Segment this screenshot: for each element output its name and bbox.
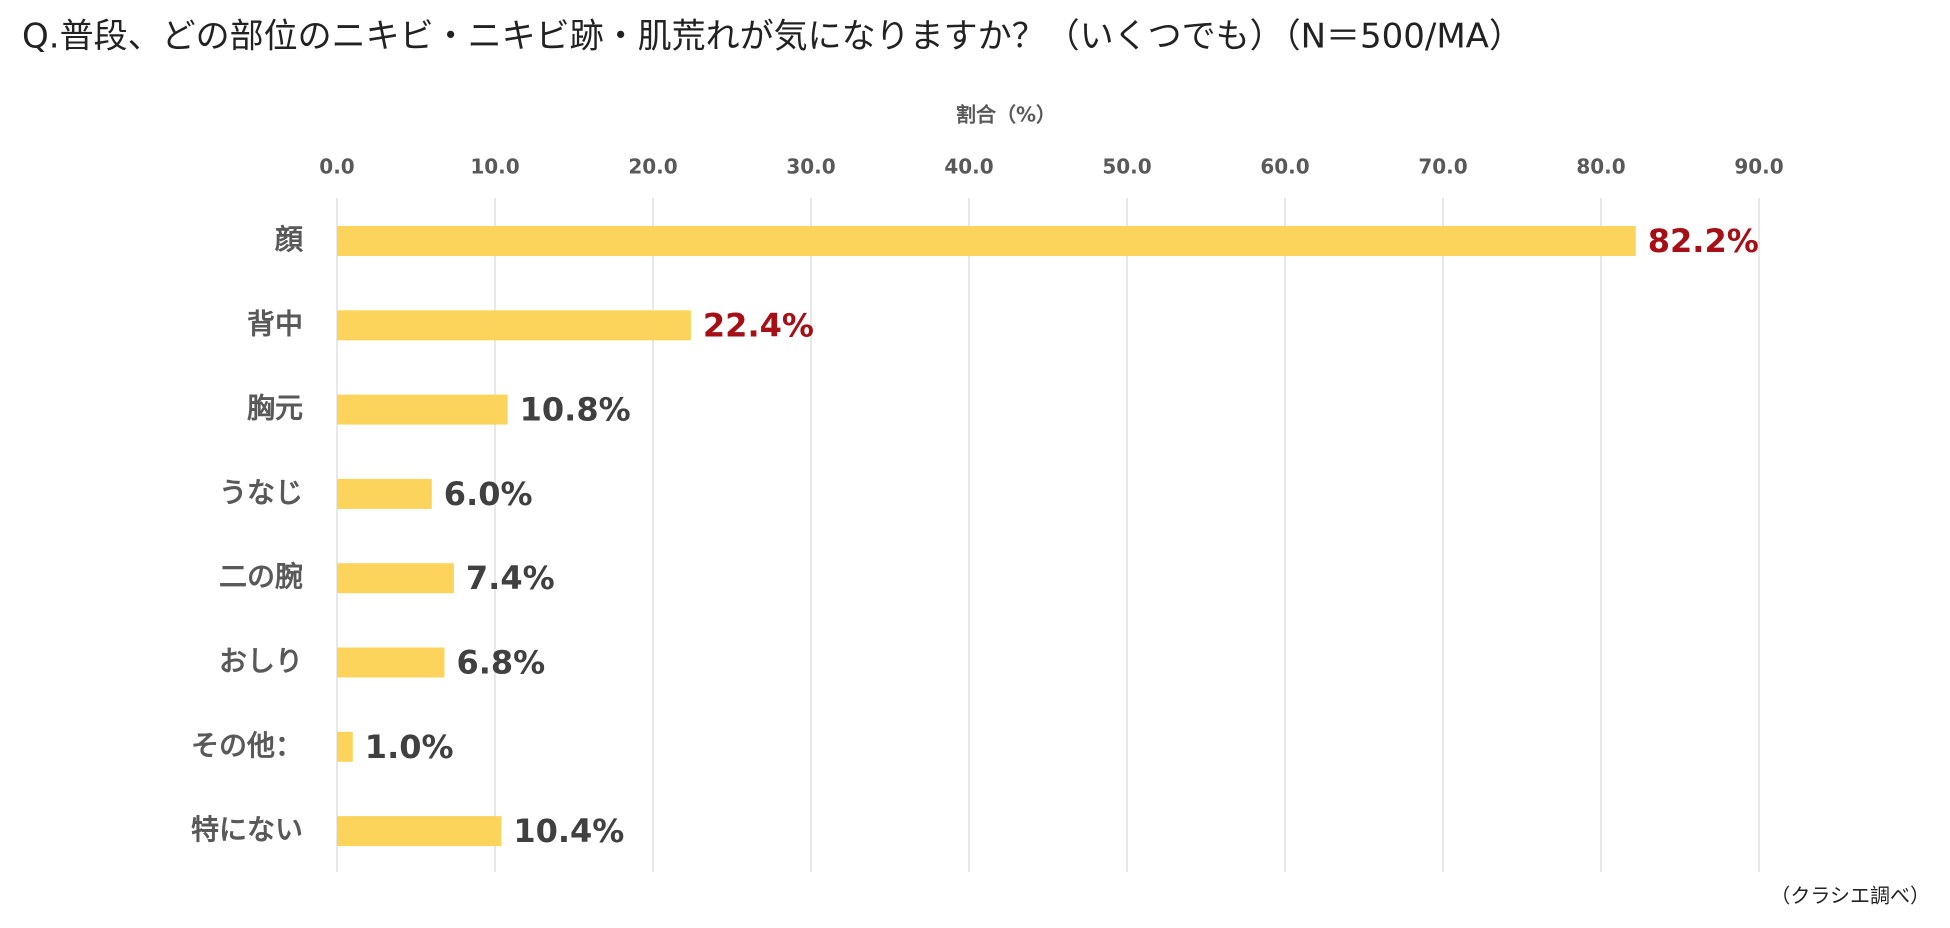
x-tick-label: 70.0 bbox=[1418, 155, 1467, 179]
chart-title: Q.普段、どの部位のニキビ・ニキビ跡・肌荒れが気になりますか？（いくつでも）（N… bbox=[22, 17, 1523, 57]
x-tick-label: 80.0 bbox=[1576, 155, 1625, 179]
category-label: 背中 bbox=[247, 307, 303, 340]
bar bbox=[337, 226, 1636, 256]
source-note: （クラシエ調べ） bbox=[1770, 884, 1930, 908]
value-label: 6.0% bbox=[444, 475, 533, 513]
bar bbox=[337, 310, 691, 341]
value-label: 22.4% bbox=[703, 306, 814, 344]
category-label: 特にない bbox=[191, 813, 303, 846]
bar bbox=[337, 731, 353, 762]
value-label: 6.8% bbox=[456, 644, 545, 682]
axis-title: 割合（%） bbox=[956, 103, 1056, 127]
x-tick-label: 50.0 bbox=[1102, 155, 1151, 179]
x-tick-label: 20.0 bbox=[628, 155, 677, 179]
category-label: うなじ bbox=[219, 476, 303, 509]
category-label: 顔 bbox=[275, 223, 304, 256]
x-tick-label: 30.0 bbox=[786, 155, 835, 179]
x-tick-label: 10.0 bbox=[470, 155, 519, 179]
category-label: 二の腕 bbox=[219, 560, 303, 593]
value-label: 7.4% bbox=[466, 559, 555, 597]
x-tick-label: 90.0 bbox=[1734, 155, 1783, 179]
value-label: 10.4% bbox=[513, 812, 624, 850]
x-tick-label: 60.0 bbox=[1260, 155, 1309, 179]
x-tick-label: 0.0 bbox=[319, 155, 354, 179]
bar bbox=[337, 394, 508, 425]
bar bbox=[337, 647, 445, 678]
bar bbox=[337, 563, 454, 594]
x-tick-label: 40.0 bbox=[944, 155, 993, 179]
value-label: 82.2% bbox=[1648, 222, 1759, 260]
bar bbox=[337, 816, 502, 847]
category-label: その他： bbox=[191, 729, 303, 762]
value-label: 1.0% bbox=[365, 728, 454, 766]
category-label: 胸元 bbox=[247, 392, 303, 425]
category-label: おしり bbox=[219, 645, 303, 678]
value-label: 10.8% bbox=[520, 391, 631, 429]
bar bbox=[337, 478, 432, 509]
